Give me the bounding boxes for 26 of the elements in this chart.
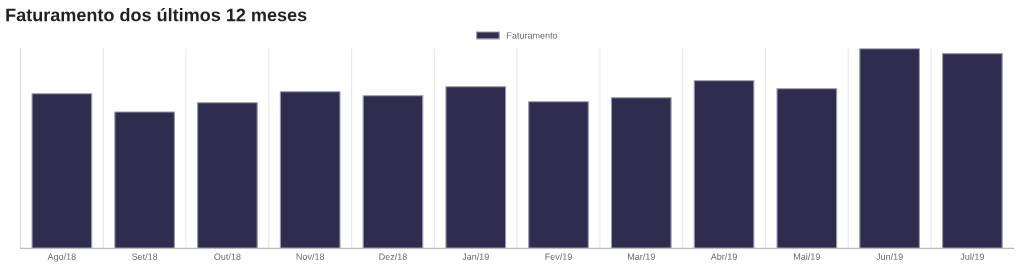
- x-tick-label: Set/18: [132, 253, 158, 260]
- x-tick-label: Dez/18: [379, 253, 407, 260]
- x-tick-label: Abr/19: [710, 253, 737, 260]
- x-tick-label: Jan/19: [462, 253, 489, 260]
- x-tick-label: Mar/19: [627, 253, 655, 260]
- bar: [197, 102, 258, 249]
- x-tick-label: Ago/18: [47, 253, 76, 262]
- bar: [942, 53, 1003, 249]
- x-tick-label: Jun/19: [876, 253, 903, 260]
- x-tick-label: Nov/18: [296, 253, 325, 260]
- x-tick-label: Fev/19: [545, 253, 572, 260]
- bar: [31, 93, 93, 249]
- bar: [362, 95, 424, 249]
- bar: [610, 97, 672, 249]
- bar: [693, 80, 755, 249]
- x-tick-label: Out/18: [214, 253, 241, 260]
- legend-label: Faturamento: [507, 32, 558, 39]
- bar: [114, 111, 175, 249]
- x-tick-label: Mai/19: [794, 253, 820, 260]
- bar: [445, 86, 507, 249]
- bar: [279, 91, 341, 249]
- x-tick-label: Jul/19: [960, 253, 984, 260]
- bar: [528, 101, 589, 249]
- bar: [776, 88, 838, 249]
- bar: [859, 48, 920, 249]
- chart-title: Faturamento dos últimos 12 meses: [6, 7, 307, 22]
